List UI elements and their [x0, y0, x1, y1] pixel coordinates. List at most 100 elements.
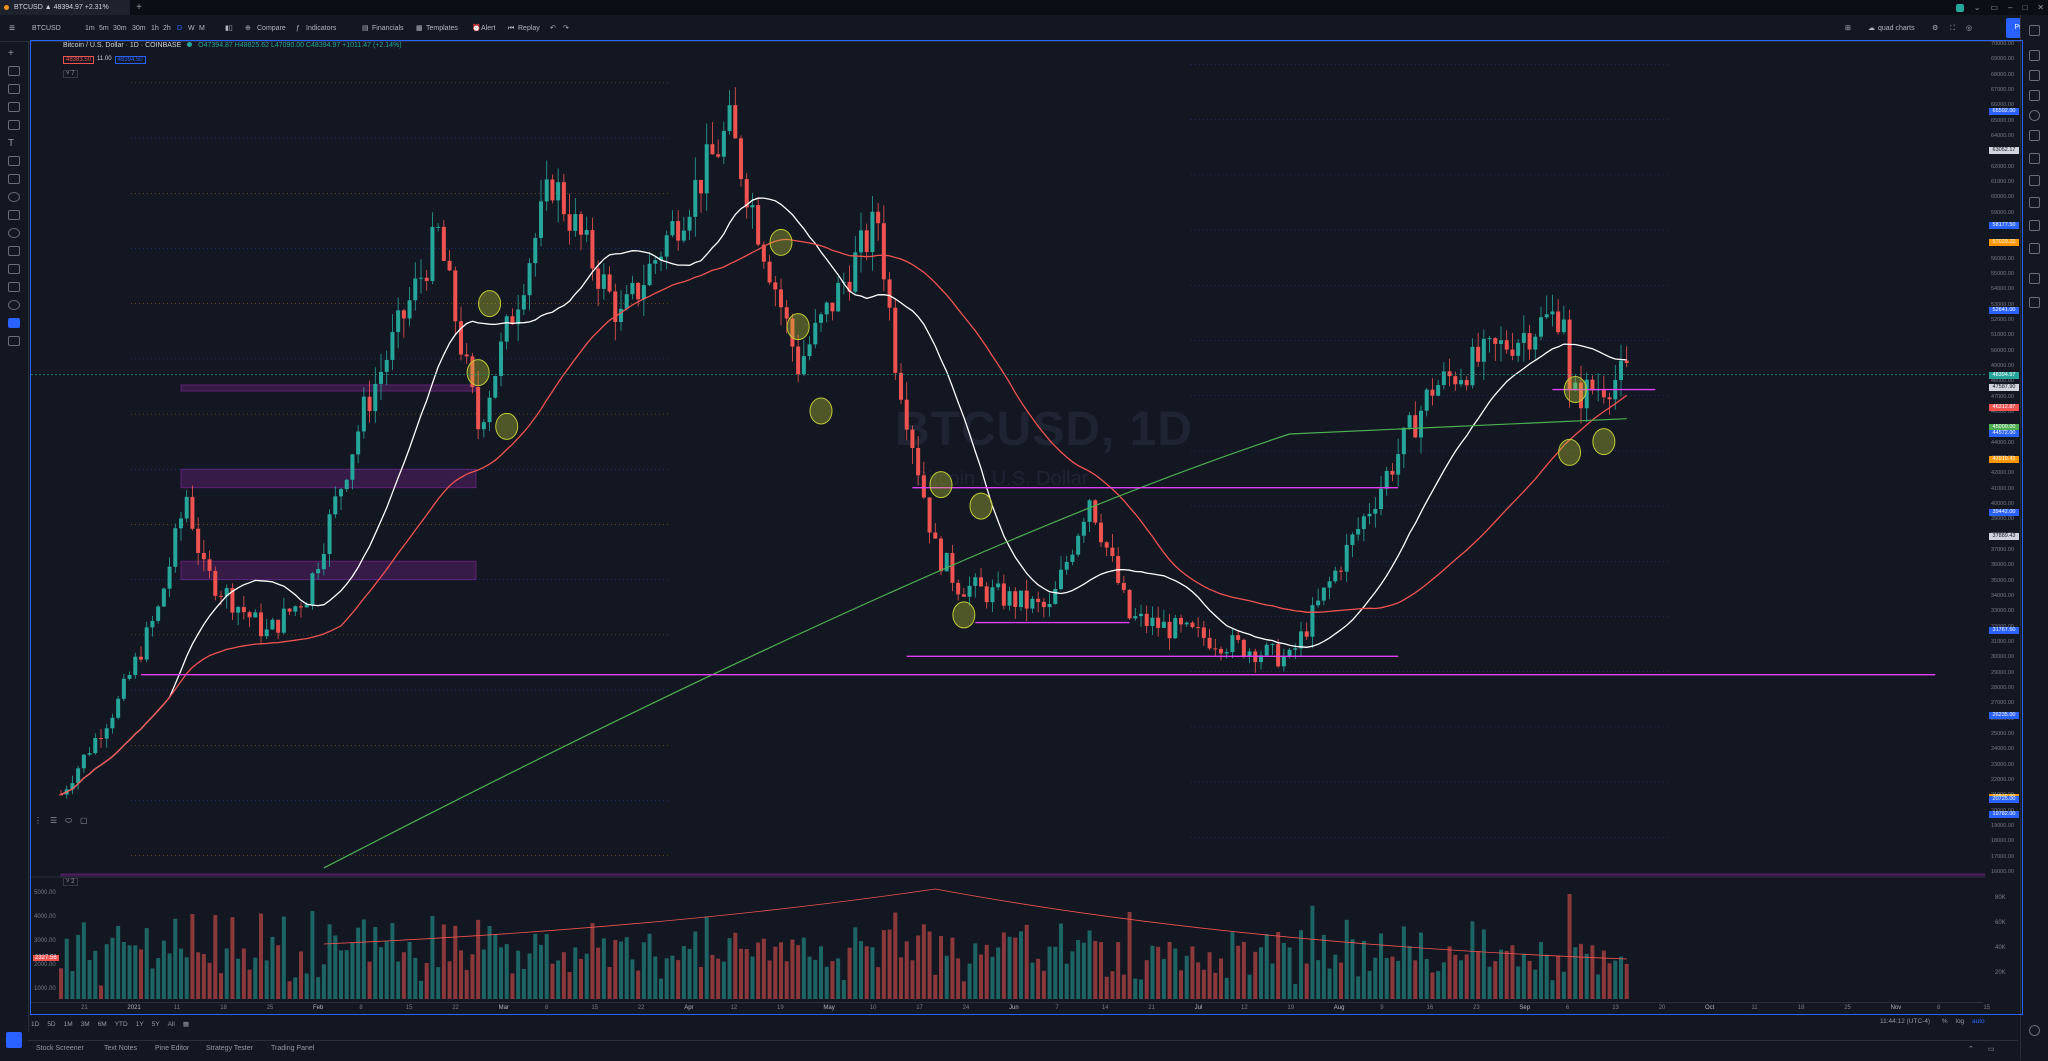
fullscreen-icon[interactable]: ⛶ — [1950, 25, 1955, 32]
bid-price[interactable]: 48383.50 — [63, 56, 95, 64]
range-1y[interactable]: 1Y — [135, 1020, 144, 1028]
streams-icon[interactable] — [2029, 153, 2040, 164]
rectangle-icon[interactable]: ▢ — [80, 816, 88, 825]
dom-icon[interactable] — [2029, 243, 2040, 254]
chart-type-icon[interactable]: ▮▯ — [225, 25, 233, 32]
grip-icon[interactable]: ⋮ — [34, 816, 42, 825]
fib-icon[interactable] — [8, 102, 20, 112]
hide-icon[interactable] — [8, 300, 20, 310]
templates-icon[interactable]: ▦ — [416, 25, 423, 32]
panel-trading[interactable]: Trading Panel — [271, 1045, 315, 1052]
price-chart[interactable] — [31, 41, 1985, 1001]
object-tree-icon[interactable] — [2029, 273, 2040, 284]
panel-text-notes[interactable]: Text Notes — [104, 1045, 138, 1052]
compare-button[interactable]: Compare — [257, 25, 286, 32]
percent-toggle[interactable]: % — [1941, 1018, 1948, 1025]
order-panel-icon[interactable] — [2029, 220, 2040, 231]
range-all[interactable]: All — [167, 1020, 175, 1028]
symbol-search[interactable]: BTCUSD — [32, 25, 61, 32]
ideas-icon[interactable] — [2029, 130, 2040, 141]
alert-button[interactable]: Alert — [481, 25, 496, 32]
menu-icon[interactable]: ≡ — [9, 23, 15, 34]
help-center-icon[interactable] — [2029, 1025, 2040, 1036]
range-1m[interactable]: 1M — [63, 1020, 73, 1028]
pattern-icon[interactable] — [8, 156, 20, 166]
templates-button[interactable]: Templates — [426, 25, 458, 32]
shape-icon[interactable]: ⬭ — [65, 816, 73, 825]
screen-icon[interactable]: ▭ — [1990, 3, 1998, 12]
chart-pane[interactable] — [30, 40, 2023, 1015]
panel-stock-screener[interactable]: Stock Screener — [36, 1045, 84, 1052]
watchlist-icon[interactable] — [2029, 25, 2040, 36]
undo-icon[interactable]: ↶ — [550, 25, 556, 32]
range-6m[interactable]: 6M — [97, 1020, 107, 1028]
auto-toggle[interactable]: auto — [1972, 1018, 1985, 1025]
indicators-button[interactable]: Indicators — [306, 25, 337, 32]
replay-button[interactable]: Replay — [518, 25, 540, 32]
range-ytd[interactable]: YTD — [114, 1020, 128, 1028]
settings-icon[interactable]: ⚙ — [1932, 25, 1939, 32]
indicators-icon[interactable]: ƒ — [296, 25, 300, 32]
collapse-panel-icon[interactable]: ⌃ — [1968, 1046, 1974, 1053]
replay-icon[interactable]: ⏮ — [508, 25, 515, 32]
close-icon[interactable]: ✕ — [2037, 3, 2044, 12]
trend-line-icon[interactable] — [8, 66, 20, 76]
tf-30m-a[interactable]: 30m — [113, 25, 127, 32]
ruler-icon[interactable] — [8, 210, 20, 220]
hotlist-icon[interactable] — [2029, 90, 2040, 101]
help-icon[interactable] — [2029, 297, 2040, 308]
tf-2h[interactable]: 2h — [163, 25, 171, 32]
data-window-icon[interactable] — [2029, 70, 2040, 81]
tf-5m[interactable]: 5m — [99, 25, 109, 32]
redo-icon[interactable]: ↷ — [563, 25, 569, 32]
maximize-icon[interactable]: □ — [2022, 3, 2028, 12]
chat-icon[interactable] — [2029, 175, 2040, 186]
prediction-icon[interactable] — [8, 174, 20, 184]
minimize-icon[interactable]: – — [2008, 3, 2013, 12]
horizontal-lines-icon[interactable] — [8, 84, 20, 94]
star-icon[interactable] — [6, 1032, 22, 1048]
tf-30m-b[interactable]: 30m — [132, 25, 146, 32]
price-axis[interactable]: 70000.00 69000.00 68000.00 67000.00 66000.00… — [1985, 41, 2023, 1002]
range-1d[interactable]: 1D — [31, 1020, 40, 1028]
indicators-toggle[interactable]: ˅ 7 — [63, 70, 78, 78]
chevron-down-icon[interactable]: ⌄ — [1973, 3, 1981, 12]
notifications-icon[interactable] — [2029, 197, 2040, 208]
magnet-icon[interactable] — [8, 246, 20, 256]
volume-pane-toggle[interactable]: ˅ 2 — [63, 878, 78, 886]
chart-tab[interactable]: BTCUSD ▲ 48394.97 +2.31% — [0, 0, 130, 15]
compare-icon[interactable]: ⊕ — [245, 25, 251, 32]
goto-date-icon[interactable]: ▦ — [182, 1021, 190, 1028]
tf-1h[interactable]: 1h — [151, 25, 159, 32]
alert-icon[interactable]: ⏰ — [472, 25, 481, 32]
favorite-drawing-icon[interactable] — [8, 318, 20, 328]
cloud-icon[interactable]: ☁ — [1868, 25, 1875, 32]
layout-name[interactable]: quad charts — [1878, 25, 1915, 32]
profile-icon[interactable] — [1955, 3, 1964, 12]
lock-drawing-icon[interactable] — [8, 264, 20, 274]
template-icon[interactable]: ☰ — [50, 816, 58, 825]
tf-d[interactable]: D — [177, 25, 183, 32]
time-axis[interactable]: 21 2021 11 18 25 Feb 8 15 22 Mar 8 15 22 Apr 12 19 May 10… — [31, 1002, 1990, 1015]
trash-icon[interactable] — [8, 336, 20, 346]
crosshair-icon[interactable]: + — [8, 48, 14, 59]
zoom-icon[interactable] — [8, 228, 20, 238]
financials-button[interactable]: Financials — [372, 25, 404, 32]
range-5d[interactable]: 5D — [47, 1020, 56, 1028]
alerts-icon[interactable] — [2029, 50, 2040, 61]
snapshot-icon[interactable]: ◎ — [1966, 25, 1973, 32]
tf-w[interactable]: W — [188, 25, 195, 32]
maximize-panel-icon[interactable]: ▭ — [1988, 1046, 1995, 1053]
panel-strategy-tester[interactable]: Strategy Tester — [206, 1045, 253, 1052]
brush-icon[interactable] — [8, 120, 20, 130]
log-toggle[interactable]: log — [1955, 1018, 1965, 1025]
tf-m[interactable]: M — [199, 25, 205, 32]
panel-pine-editor[interactable]: Pine Editor — [155, 1045, 190, 1052]
eye-icon[interactable] — [8, 192, 20, 202]
clock[interactable]: 11:44:12 (UTC-4) — [1880, 1018, 1931, 1025]
lock-icon[interactable] — [8, 282, 20, 292]
new-tab-button[interactable]: + — [136, 2, 142, 13]
range-3m[interactable]: 3M — [80, 1020, 90, 1028]
text-icon[interactable]: T — [8, 138, 15, 149]
tf-1m[interactable]: 1m — [85, 25, 95, 32]
